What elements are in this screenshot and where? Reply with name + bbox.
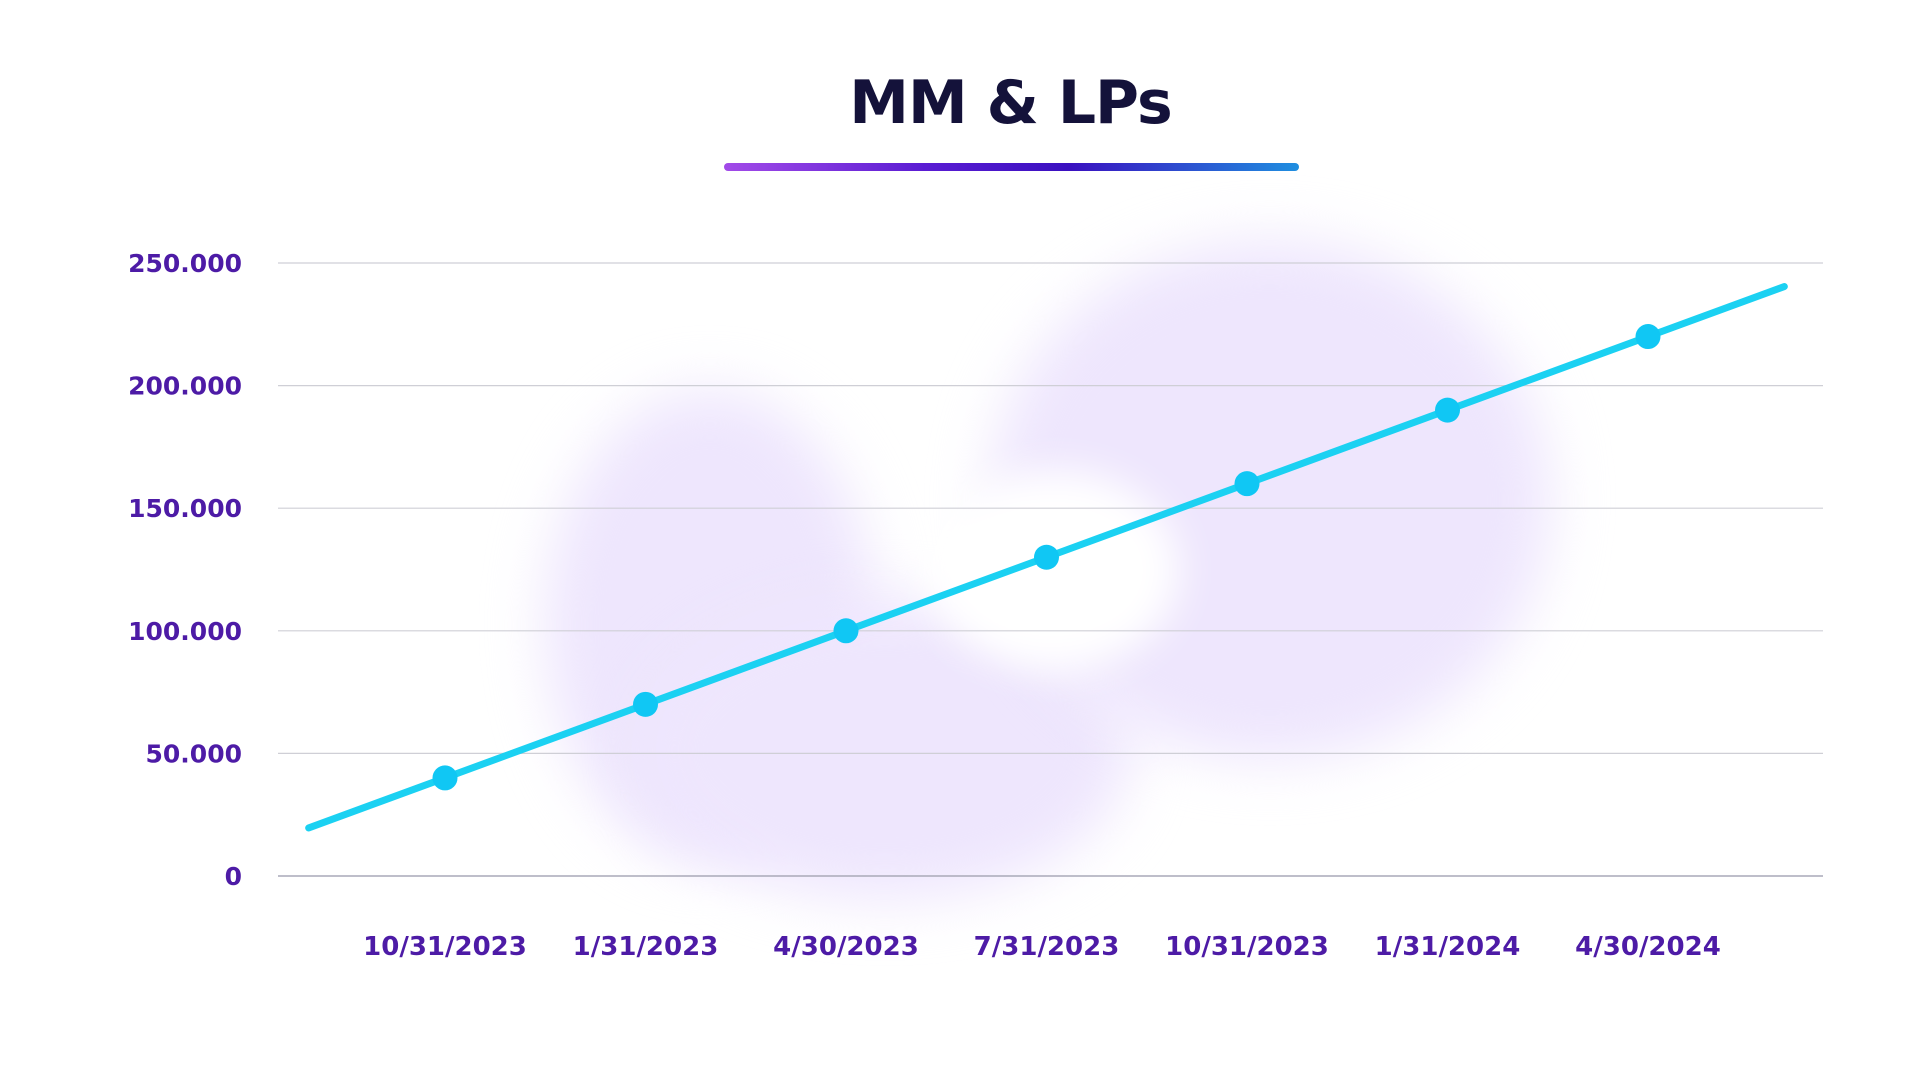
data-point	[633, 691, 658, 717]
x-tick-label: 1/31/2024	[1375, 932, 1521, 962]
y-tick-label: 0	[225, 862, 242, 891]
y-tick-label: 100.000	[128, 617, 242, 646]
x-tick-label: 4/30/2023	[773, 932, 919, 962]
x-tick-label: 10/31/2023	[363, 932, 527, 962]
y-tick-label: 200.000	[128, 372, 242, 401]
y-tick-label: 150.000	[128, 494, 242, 523]
data-point	[432, 765, 458, 791]
x-tick-label: 4/30/2024	[1575, 932, 1721, 962]
title-underline	[724, 163, 1299, 171]
x-tick-label: 1/31/2023	[573, 932, 719, 962]
data-point	[1435, 397, 1460, 423]
x-tick-label: 10/31/2023	[1165, 932, 1329, 962]
data-point	[1234, 471, 1260, 497]
chart-title: MM & LPs	[849, 68, 1172, 138]
y-tick-label: 250.000	[128, 249, 242, 278]
data-point	[1635, 324, 1661, 350]
x-tick-label: 7/31/2023	[974, 932, 1120, 962]
y-tick-label: 50.000	[146, 739, 242, 768]
data-point	[833, 618, 859, 644]
data-point	[1034, 544, 1059, 570]
decor-blob-hole	[930, 470, 1180, 670]
